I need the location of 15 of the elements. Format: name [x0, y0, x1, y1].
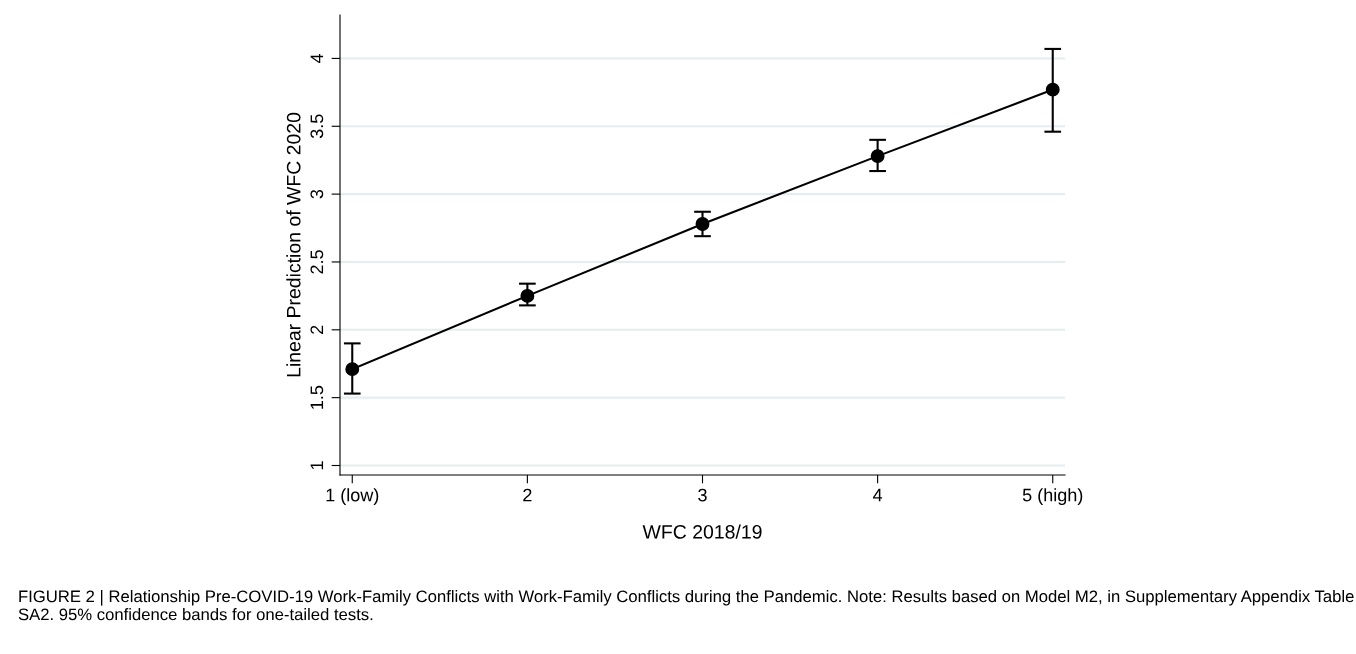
y-axis-title: Linear Prediction of WFC 2020	[286, 112, 301, 377]
x-tick-label: 4	[873, 488, 883, 502]
y-tick-label: 3.5	[310, 114, 324, 139]
x-tick-label: 5 (high)	[1022, 488, 1083, 506]
y-tick-label: 3	[310, 189, 324, 199]
x-tick-label: 2	[523, 488, 532, 502]
y-tick-label: 4	[310, 53, 324, 64]
y-tick-label: 1.5	[310, 385, 324, 409]
x-axis-title: WFC 2018/19	[642, 524, 762, 539]
x-tick-label: 1 (low)	[326, 488, 379, 506]
x-tick-label: 3	[698, 488, 707, 502]
caption: FIGURE 2 | Relationship Pre-COVID-19 Work-Family Conflicts with Work-Family Conflicts during the Pandemic. Note: Results based on Model M2, in Supplementary Appendix Table SA2. 95% confidence bands for one-tailed tests.	[18, 590, 1354, 621]
y-tick-label: 1	[310, 461, 324, 470]
y-tick-label: 2	[310, 325, 324, 334]
y-tick-label: 2.5	[310, 250, 324, 274]
